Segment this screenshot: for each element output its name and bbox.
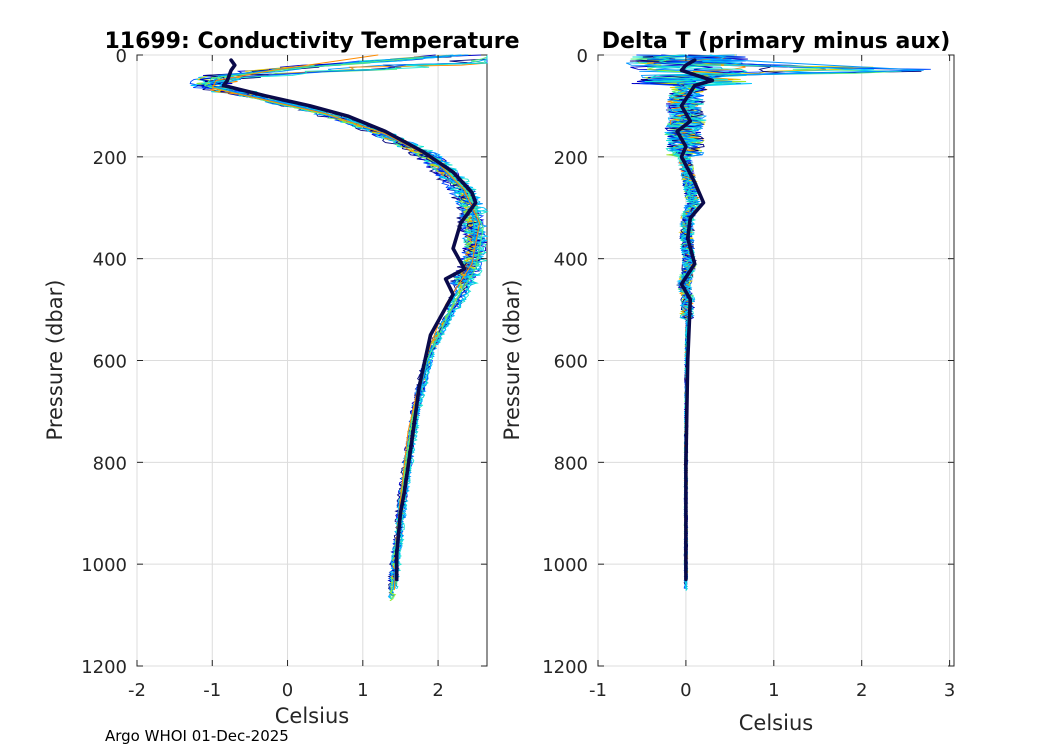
bold-series-line <box>221 58 478 582</box>
right-ticks: -1 0 1 2 3 0 200 400 600 800 1000 1200 <box>542 46 955 701</box>
y-tick-label: 600 <box>554 352 588 373</box>
x-tick-label: 2 <box>432 680 443 701</box>
x-tick-label: 3 <box>944 680 955 701</box>
bold-series-line <box>675 58 715 582</box>
y-tick-label: 0 <box>116 46 127 67</box>
x-tick-label: -2 <box>128 680 146 701</box>
left-grid <box>136 54 487 667</box>
y-tick-label: 1000 <box>542 555 588 576</box>
right-bold-profile <box>675 58 715 582</box>
x-tick-label: 1 <box>768 680 779 701</box>
right-chart-title: Delta T (primary minus aux) <box>602 29 951 54</box>
x-tick-label: -1 <box>203 680 221 701</box>
y-tick-label: 600 <box>93 352 127 373</box>
y-tick-label: 400 <box>93 250 127 271</box>
series-line <box>211 54 480 591</box>
y-tick-label: 1000 <box>81 555 127 576</box>
left-bold-profile <box>221 58 478 582</box>
right-y-axis-label: Pressure (dbar) <box>500 280 524 441</box>
y-tick-label: 1200 <box>542 657 588 678</box>
y-tick-label: 800 <box>93 453 127 474</box>
y-tick-label: 200 <box>554 148 588 169</box>
y-tick-label: 1200 <box>81 657 127 678</box>
right-x-axis-label: Celsius <box>739 711 813 735</box>
x-tick-label: 2 <box>856 680 867 701</box>
footer-credit: Argo WHOI 01-Dec-2025 <box>105 727 289 745</box>
conductivity-temperature-panel: -2 -1 0 1 2 0 200 400 600 800 1000 1200 11699: Cond… <box>43 29 520 728</box>
y-tick-label: 0 <box>577 46 588 67</box>
left-x-axis-label: Celsius <box>275 704 349 728</box>
x-tick-label: -1 <box>589 680 607 701</box>
x-tick-label: 1 <box>357 680 368 701</box>
series-line <box>676 57 924 92</box>
delta-t-panel: -1 0 1 2 3 0 200 400 600 800 1000 1200 Delta T (pri… <box>500 29 955 735</box>
y-tick-label: 200 <box>93 148 127 169</box>
left-y-axis-label: Pressure (dbar) <box>43 280 67 441</box>
y-tick-label: 400 <box>554 250 588 271</box>
x-tick-label: 0 <box>680 680 691 701</box>
left-chart-title: 11699: Conductivity Temperature <box>104 29 519 54</box>
x-tick-label: 0 <box>282 680 293 701</box>
left-ticks: -2 -1 0 1 2 0 200 400 600 800 1000 1200 <box>81 46 487 701</box>
y-tick-label: 800 <box>554 453 588 474</box>
